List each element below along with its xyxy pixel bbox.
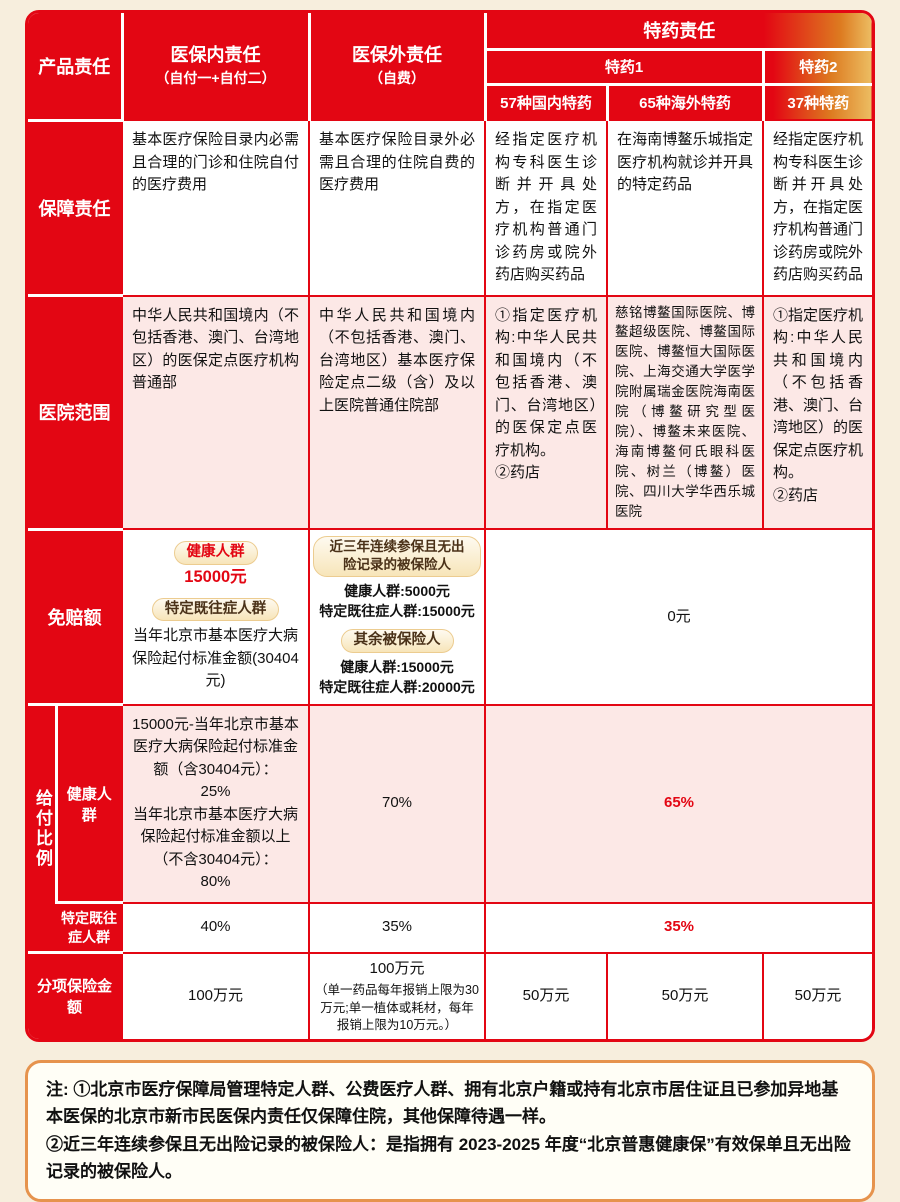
deductible-outside-cell: 近三年连续参保且无出险记录的被保险人 健康人群:5000元 特定既往症人群:15… [308, 528, 486, 706]
insurance-benefit-page: 产品责任 医保内责任 （自付一+自付二） 医保外责任 （自费） 特药责任 特药1… [25, 10, 875, 1202]
payout-healthy-inside-cell: 15000元-当年北京市基本医疗大病保险起付标准金额（含30404元）： 25%… [121, 703, 310, 904]
deductible-line: 特定既往症人群:20000元 [319, 679, 475, 696]
inside-header-sub: （自付一+自付二） [155, 69, 276, 86]
col-header-special1-domestic: 57种国内特药 [485, 82, 609, 121]
sum-outside-cell: 100万元 （单一药品每年报销上限为30万元;单一植体或耗材，每年报销上限为10… [308, 951, 486, 1039]
row-label-hospital: 医院范围 [28, 294, 123, 531]
col-header-inside: 医保内责任 （自付一+自付二） [120, 13, 311, 121]
sum-outside-note: （单一药品每年报销上限为30万元;单一植体或耗材，每年报销上限为10万元。） [315, 983, 479, 1033]
coverage-inside-cell: 基本医疗保险目录内必需且合理的门诊和住院自付的医疗费用 [121, 119, 310, 297]
row-label-payout-ratio: 给付比例 [28, 703, 57, 955]
outside-header-sub: （自费） [369, 69, 425, 86]
row-label-sum-insured: 分项保险金额 [28, 951, 123, 1039]
preexisting-group-pill: 特定既往症人群 [151, 597, 280, 622]
product-header-label: 产品责任 [38, 56, 111, 77]
hospital-special1-domestic-cell: ①指定医疗机构:中华人民共和国境内（不包括香港、澳门、台湾地区）的医保定点医疗机… [484, 294, 608, 531]
sum-special2-cell: 50万元 [762, 951, 872, 1039]
col-header-special2: 特药2 [761, 47, 872, 86]
row-label-deductible: 免赔额 [28, 527, 123, 707]
sum-outside-main: 100万元 [369, 959, 425, 977]
other-insured-pill: 其余被保险人 [340, 629, 454, 654]
healthy-group-deductible: 15000元 [184, 567, 247, 586]
payout-healthy-outside-cell: 70% [308, 703, 486, 904]
col-header-special-drug: 特药责任 [483, 13, 872, 51]
outside-header-title: 医保外责任 [352, 45, 442, 66]
sum-special1-domestic-cell: 50万元 [484, 951, 608, 1039]
col-header-product: 产品责任 [28, 13, 124, 121]
healthy-group-pill: 健康人群 [173, 541, 258, 565]
row-label-healthy-group: 健康人群 [54, 703, 123, 905]
deductible-special-cell: 0元 [484, 528, 872, 706]
row-label-preexisting-group: 特定既往症人群 [56, 901, 123, 955]
payout-preexisting-outside-cell: 35% [308, 901, 486, 954]
payout-healthy-special-cell: 65% [484, 703, 872, 904]
hospital-outside-cell: 中华人民共和国境内（不包括香港、澳门、台湾地区）基本医疗保险定点二级（含）及以上… [308, 294, 486, 531]
hospital-special2-cell: ①指定医疗机构:中华人民共和国境内（不包括香港、澳门、台湾地区）的医保定点医疗机… [762, 294, 872, 531]
benefit-table: 产品责任 医保内责任 （自付一+自付二） 医保外责任 （自费） 特药责任 特药1… [25, 10, 875, 1042]
footnote-box: 注: ①北京市医疗保障局管理特定人群、公费医疗人群、拥有北京户籍或持有北京市居住… [25, 1059, 875, 1202]
continuous-insured-pill: 近三年连续参保且无出险记录的被保险人 [313, 536, 481, 577]
inside-header-title: 医保内责任 [170, 45, 261, 66]
row-label-coverage: 保障责任 [28, 118, 123, 297]
coverage-special2-cell: 经指定医疗机构专科医生诊断并开具处方，在指定医疗机构普通门诊药房或院外药店购买药… [762, 119, 872, 297]
sum-special1-overseas-cell: 50万元 [606, 951, 764, 1039]
deductible-line: 健康人群:5000元 [344, 582, 450, 599]
deductible-line: 健康人群:15000元 [340, 659, 454, 676]
sum-inside-cell: 100万元 [121, 951, 310, 1039]
preexisting-group-deductible: 当年北京市基本医疗大病保险起付标准金额(30404元) [132, 627, 299, 690]
coverage-outside-cell: 基本医疗保险目录外必需且合理的住院自费的医疗费用 [308, 119, 486, 297]
col-header-special1-overseas: 65种海外特药 [605, 82, 765, 121]
col-header-special1: 特药1 [485, 47, 765, 86]
footnote-line-2: ②近三年连续参保且无出险记录的被保险人：是指拥有 2023-2025 年度“北京… [46, 1134, 851, 1182]
deductible-line: 特定既往症人群:15000元 [319, 603, 475, 620]
footnote-line-1: 注: ①北京市医疗保障局管理特定人群、公费医疗人群、拥有北京户籍或持有北京市居住… [46, 1079, 839, 1127]
payout-ratio-label: 给付比例 [33, 788, 52, 869]
payout-preexisting-inside-cell: 40% [121, 901, 310, 954]
hospital-inside-cell: 中华人民共和国境内（不包括香港、澳门、台湾地区）的医保定点医疗机构普通部 [121, 294, 310, 531]
payout-preexisting-special-cell: 35% [484, 901, 872, 954]
hospital-special1-overseas-cell: 慈铭博鳌国际医院、博鳌超级医院、博鳌国际医院、博鳌恒大国际医院、上海交通大学医学… [606, 294, 764, 531]
deductible-inside-cell: 健康人群 15000元 特定既往症人群 当年北京市基本医疗大病保险起付标准金额(… [121, 528, 310, 706]
coverage-special1-domestic-cell: 经指定医疗机构专科医生诊断并开具处方，在指定医疗机构普通门诊药房或院外药店购买药… [484, 119, 608, 297]
coverage-special1-overseas-cell: 在海南博鳌乐城指定医疗机构就诊并开具的特定药品 [606, 119, 764, 297]
col-header-special2-count: 37种特药 [761, 82, 872, 121]
col-header-outside: 医保外责任 （自费） [307, 13, 487, 121]
